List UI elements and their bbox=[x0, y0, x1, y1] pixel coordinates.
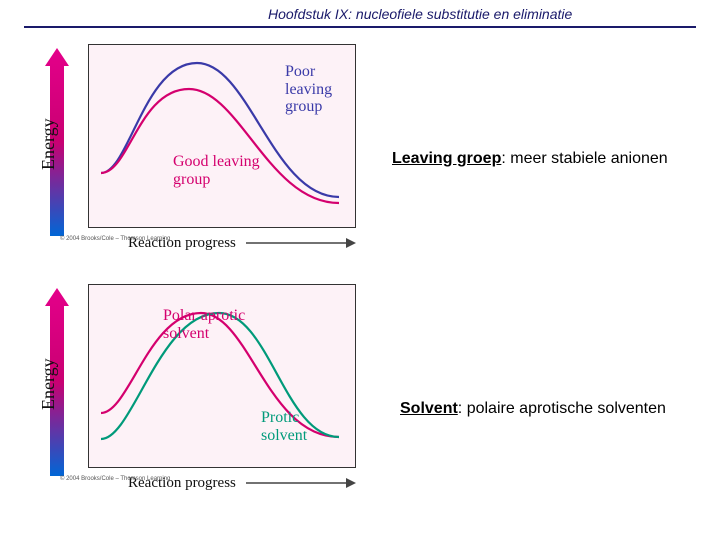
page-header: Hoofdstuk IX: nucleofiele substitutie en… bbox=[0, 0, 720, 32]
curve-label-poor-leaving-group: Poor leavinggroup bbox=[285, 63, 355, 116]
diagram-copyright: © 2004 Brooks/Cole – Thomson Learning bbox=[60, 476, 170, 482]
curve-label-good-leaving-group: Good leavinggroup bbox=[173, 153, 260, 188]
y-axis-label: Energy bbox=[38, 118, 59, 170]
plot-frame: Polar aproticsolvent Proticsolvent bbox=[88, 284, 356, 468]
annotation-solvent: Solvent: polaire aprotische solventen bbox=[400, 400, 666, 418]
header-title: Hoofdstuk IX: nucleofiele substitutie en… bbox=[268, 6, 572, 22]
annotation-solvent-rest: : polaire aprotische solventen bbox=[458, 400, 666, 417]
header-rule bbox=[24, 26, 696, 28]
x-axis-arrow-icon bbox=[246, 237, 356, 249]
curve-label-polar-aprotic-solvent: Polar aproticsolvent bbox=[163, 307, 245, 342]
diagram-solvent: EnergyPolar aproticsolventProticsolventR… bbox=[20, 282, 360, 497]
annotation-leaving-rest: : meer stabiele anionen bbox=[501, 150, 667, 167]
diagram-copyright: © 2004 Brooks/Cole – Thomson Learning bbox=[60, 236, 170, 242]
annotation-leaving-bold: Leaving groep bbox=[392, 150, 501, 167]
annotation-solvent-bold: Solvent bbox=[400, 400, 458, 417]
plot-frame: Poor leavinggroup Good leavinggroup bbox=[88, 44, 356, 228]
y-axis-label: Energy bbox=[38, 358, 59, 410]
diagram-leaving-group: Energy Poor leavinggroup Good leavinggroup… bbox=[20, 42, 360, 257]
curve-label-protic-solvent: Proticsolvent bbox=[261, 409, 307, 444]
x-axis-arrow-icon bbox=[246, 477, 356, 489]
annotation-leaving-group: Leaving groep: meer stabiele anionen bbox=[392, 150, 668, 168]
